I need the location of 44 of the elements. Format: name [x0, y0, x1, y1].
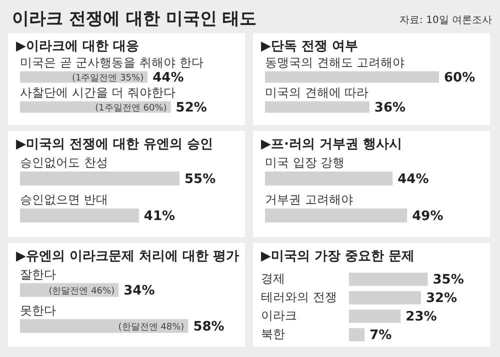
chart-title: ▶단독 전쟁 여부 [261, 38, 360, 55]
text: 자료: 10일 여론조사 [400, 15, 492, 26]
y-tick-label: 이라크 [261, 308, 297, 322]
bar [348, 328, 365, 342]
y-tick-label: 북한 [261, 326, 285, 341]
data-label: 49% [412, 208, 444, 224]
data-label: 35% [432, 272, 464, 288]
category-label: 승인없으면 반대 [20, 192, 108, 207]
annotation: (1주일전엔 60%) [95, 103, 167, 114]
annotation: (한달전엔 46%) [48, 286, 115, 296]
data-label: 41% [144, 208, 176, 224]
category-label: 사찰단에 시간을 더 줘야한다 [20, 85, 176, 100]
bar [348, 291, 421, 304]
data-label: 34% [124, 283, 155, 298]
chart-title: ▶미국의 가장 중요한 문제 [261, 248, 416, 265]
chart-title: ▶유엔의 이라크문제 처리에 대한 평가 [16, 248, 240, 265]
data-label: 7% [370, 328, 392, 344]
category-label: 못한다 [20, 303, 56, 318]
category-label: 동맹국의 견해도 고려해야 [265, 55, 405, 70]
category-label: 미국의 견해에 따라 [265, 85, 369, 100]
category-label: 미국 입장 강행 [265, 156, 345, 170]
y-tick-label: 테러와의 전쟁 [261, 290, 337, 304]
category-label: 거부권 고려해야 [265, 192, 353, 207]
text: 이라크 전쟁에 대한 미국인 태도 [12, 8, 257, 30]
category-label: 미국은 곧 군사행동을 취해야 한다 [20, 55, 204, 70]
data-label: 52% [176, 100, 207, 116]
data-label: 36% [374, 100, 406, 116]
y-tick-label: 경제 [261, 271, 285, 286]
data-label: 32% [426, 291, 458, 306]
data-label: 44% [152, 70, 184, 86]
data-label: 60% [444, 70, 476, 86]
bar [348, 310, 401, 323]
data-label: 55% [184, 172, 216, 187]
bar [348, 272, 428, 286]
category-label: 잘한다 [20, 267, 56, 282]
data-label: 58% [193, 319, 224, 334]
chart-title: ▶프·러의 거부권 행사시 [261, 136, 403, 153]
category-label: 승인없어도 찬성 [20, 156, 108, 170]
chart-title: ▶미국의 전쟁에 대한 유엔의 승인 [16, 136, 214, 153]
data-label: 23% [406, 310, 437, 325]
data-label: 44% [398, 172, 429, 187]
annotation: (한달전엔 48%) [118, 322, 184, 332]
chart-title: ▶이라크에 대한 대응 [16, 38, 140, 55]
annotation: (1주일전엔 35%) [72, 73, 144, 84]
